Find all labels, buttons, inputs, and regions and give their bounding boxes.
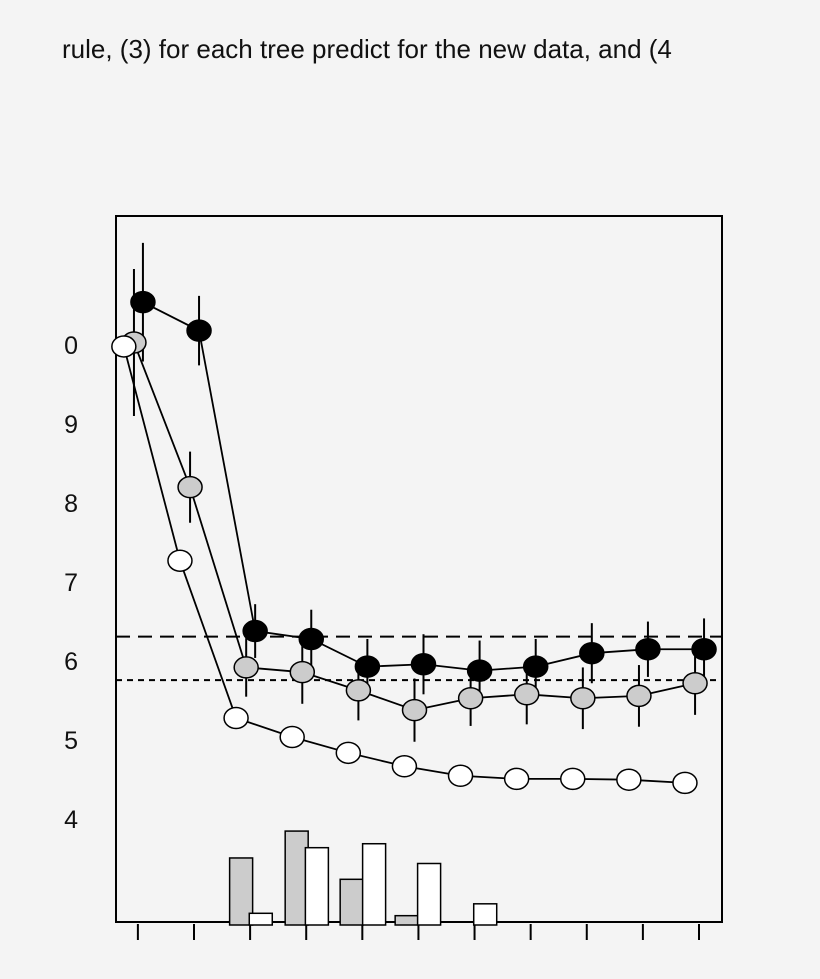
point [167, 549, 193, 572]
bar [304, 846, 330, 926]
point [111, 335, 137, 358]
point [298, 627, 325, 651]
point [410, 653, 437, 676]
point [579, 641, 605, 665]
y-tick-label: 0.9 [43, 411, 78, 439]
bar [394, 914, 419, 926]
y-tick-label: 0.4 [43, 806, 78, 834]
point [345, 679, 372, 702]
point [616, 768, 642, 791]
bar [361, 842, 387, 926]
point [691, 637, 717, 661]
y-tick-label: 0.5 [43, 727, 78, 755]
point [503, 767, 530, 791]
point [522, 655, 549, 678]
point [223, 706, 249, 730]
point [559, 767, 586, 791]
point [289, 660, 316, 684]
y-tick-label: 0.6 [43, 648, 78, 676]
y-tick-label: 0.8 [43, 490, 78, 518]
point [233, 656, 259, 679]
point [186, 319, 212, 342]
bar [416, 862, 442, 926]
point [457, 687, 484, 710]
point [177, 475, 203, 499]
point [335, 741, 362, 765]
series-line [133, 342, 696, 712]
point [242, 619, 268, 643]
bar [472, 903, 498, 926]
point [626, 684, 652, 708]
caption: rule, (3) for each tree predict for the … [62, 34, 672, 64]
point [447, 764, 474, 787]
bar [248, 912, 274, 926]
point [682, 671, 708, 695]
point [466, 659, 493, 682]
y-labels: 0.4 0.5 0.6 0.7 0.8 0.9 1.0 [43, 332, 78, 834]
point [391, 755, 418, 778]
point [401, 698, 428, 722]
series-line [122, 346, 686, 784]
point [672, 771, 698, 795]
point [130, 290, 156, 314]
point [570, 687, 596, 710]
point [635, 637, 661, 661]
bar [228, 857, 254, 926]
series-line [142, 301, 705, 672]
bar [339, 878, 364, 926]
y-tick-label: 0.7 [43, 569, 78, 597]
point [513, 683, 540, 706]
point [279, 725, 305, 749]
point [354, 655, 381, 678]
y-tick-label: 1.0 [43, 332, 78, 360]
